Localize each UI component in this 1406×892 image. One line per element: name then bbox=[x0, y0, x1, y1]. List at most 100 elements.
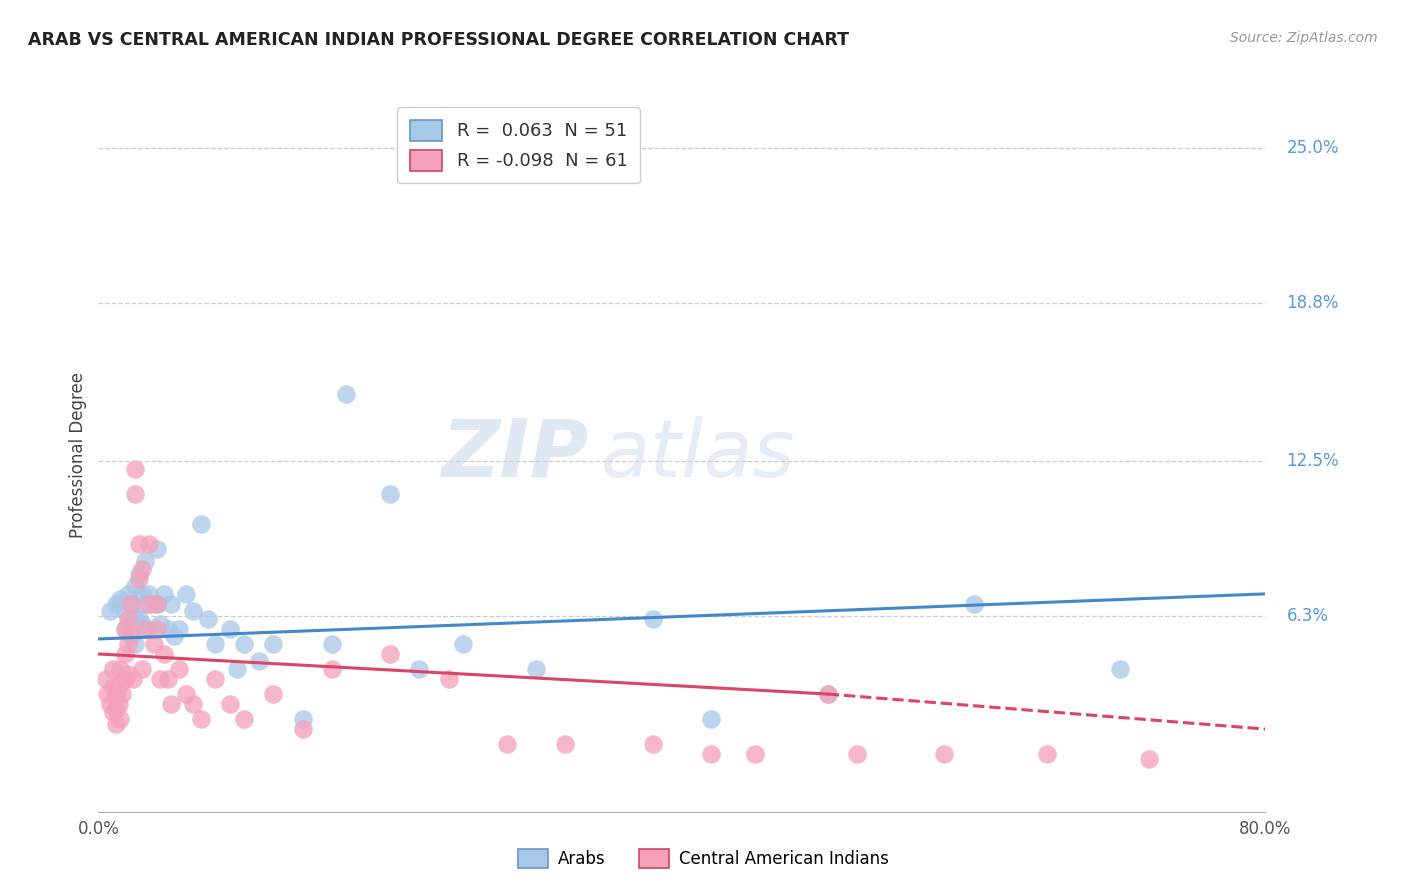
Point bbox=[1108, 662, 1130, 676]
Text: 6.3%: 6.3% bbox=[1286, 607, 1329, 625]
Point bbox=[204, 637, 226, 651]
Point bbox=[204, 672, 226, 686]
Point bbox=[174, 687, 197, 701]
Point bbox=[817, 687, 839, 701]
Point bbox=[114, 672, 136, 686]
Point bbox=[98, 604, 121, 618]
Point bbox=[117, 667, 139, 681]
Point bbox=[131, 587, 153, 601]
Point bbox=[134, 622, 156, 636]
Point bbox=[134, 597, 156, 611]
Point bbox=[524, 662, 547, 676]
Point bbox=[146, 541, 169, 556]
Point bbox=[122, 672, 145, 686]
Point bbox=[247, 655, 270, 669]
Point bbox=[160, 697, 183, 711]
Point bbox=[1137, 752, 1160, 766]
Point bbox=[641, 737, 664, 751]
Text: 25.0%: 25.0% bbox=[1286, 139, 1339, 157]
Text: 12.5%: 12.5% bbox=[1286, 452, 1339, 470]
Point bbox=[167, 662, 190, 676]
Point bbox=[146, 622, 169, 636]
Point bbox=[157, 672, 180, 686]
Point bbox=[167, 622, 190, 636]
Point bbox=[181, 604, 204, 618]
Point bbox=[124, 579, 146, 593]
Point bbox=[128, 612, 150, 626]
Point bbox=[153, 647, 176, 661]
Point bbox=[117, 637, 139, 651]
Point bbox=[110, 662, 132, 676]
Point bbox=[124, 487, 146, 501]
Point bbox=[131, 562, 153, 576]
Point bbox=[120, 627, 142, 641]
Point bbox=[128, 566, 150, 581]
Point bbox=[163, 630, 186, 644]
Point bbox=[817, 687, 839, 701]
Point bbox=[120, 630, 142, 644]
Point bbox=[146, 597, 169, 611]
Text: ARAB VS CENTRAL AMERICAN INDIAN PROFESSIONAL DEGREE CORRELATION CHART: ARAB VS CENTRAL AMERICAN INDIAN PROFESSI… bbox=[28, 31, 849, 49]
Point bbox=[335, 386, 357, 401]
Point bbox=[321, 637, 343, 651]
Point bbox=[108, 697, 131, 711]
Text: atlas: atlas bbox=[600, 416, 794, 494]
Point bbox=[153, 587, 176, 601]
Point bbox=[218, 622, 240, 636]
Point bbox=[96, 687, 118, 701]
Point bbox=[111, 687, 134, 701]
Point bbox=[114, 622, 136, 636]
Point bbox=[117, 587, 139, 601]
Point bbox=[408, 662, 430, 676]
Legend: R =  0.063  N = 51, R = -0.098  N = 61: R = 0.063 N = 51, R = -0.098 N = 61 bbox=[396, 107, 640, 183]
Point bbox=[378, 647, 402, 661]
Point bbox=[744, 747, 766, 761]
Point bbox=[700, 747, 723, 761]
Point bbox=[124, 637, 146, 651]
Point bbox=[934, 747, 956, 761]
Point bbox=[197, 612, 219, 626]
Point bbox=[157, 622, 180, 636]
Text: Source: ZipAtlas.com: Source: ZipAtlas.com bbox=[1230, 31, 1378, 45]
Point bbox=[554, 737, 576, 751]
Point bbox=[495, 737, 517, 751]
Point bbox=[128, 572, 150, 586]
Point bbox=[291, 722, 314, 736]
Point bbox=[138, 587, 160, 601]
Point bbox=[291, 712, 314, 726]
Point bbox=[134, 554, 156, 568]
Point bbox=[131, 616, 153, 631]
Point bbox=[128, 537, 150, 551]
Point bbox=[101, 662, 124, 676]
Y-axis label: Professional Degree: Professional Degree bbox=[69, 372, 87, 538]
Point bbox=[117, 612, 139, 626]
Point bbox=[451, 637, 474, 651]
Point bbox=[1035, 747, 1057, 761]
Point bbox=[233, 637, 256, 651]
Point bbox=[218, 697, 240, 711]
Point bbox=[138, 537, 160, 551]
Point bbox=[114, 647, 136, 661]
Point bbox=[962, 597, 984, 611]
Point bbox=[641, 612, 664, 626]
Point bbox=[120, 597, 142, 611]
Point bbox=[120, 597, 142, 611]
Text: ZIP: ZIP bbox=[441, 416, 589, 494]
Point bbox=[131, 662, 153, 676]
Point bbox=[110, 677, 132, 691]
Point bbox=[104, 597, 127, 611]
Point bbox=[101, 705, 124, 719]
Point bbox=[233, 712, 256, 726]
Point bbox=[226, 662, 249, 676]
Point bbox=[845, 747, 868, 761]
Point bbox=[104, 687, 127, 701]
Point bbox=[98, 697, 121, 711]
Point bbox=[110, 712, 132, 726]
Point bbox=[142, 637, 165, 651]
Point bbox=[138, 622, 160, 636]
Point bbox=[149, 616, 172, 631]
Legend: Arabs, Central American Indians: Arabs, Central American Indians bbox=[510, 842, 896, 875]
Point bbox=[104, 702, 127, 716]
Point bbox=[101, 680, 124, 694]
Point bbox=[190, 516, 212, 531]
